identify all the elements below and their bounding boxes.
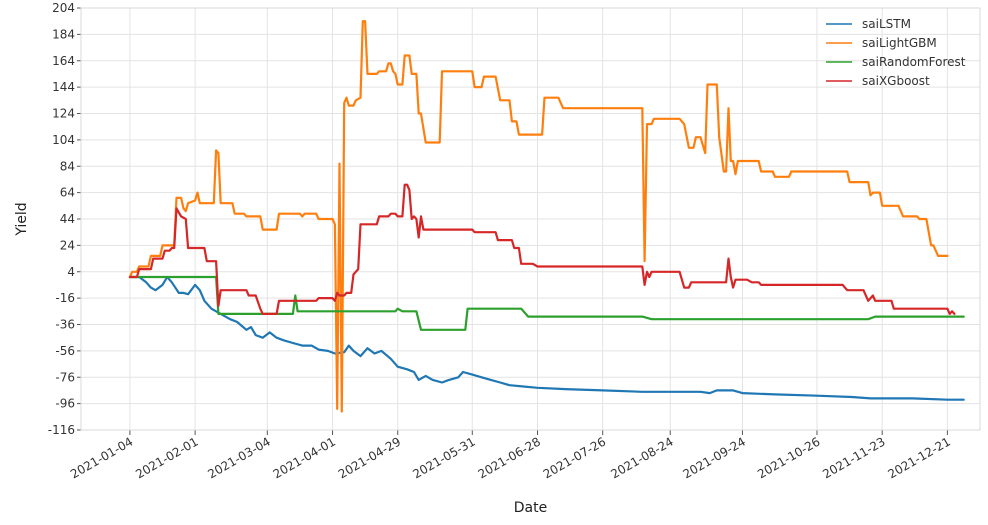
y-tick-label: -36 [55, 318, 75, 332]
y-tick-label: 84 [60, 159, 75, 173]
plot-frame [80, 7, 981, 431]
legend-entry: saiRandomForest [862, 55, 966, 69]
y-tick-label: -96 [55, 397, 75, 411]
y-axis-ticks: 204 184 164 144 124 104 84 64 44 24 4 -16 -36 -56 -76 -… [48, 1, 81, 437]
y-tick-label: 144 [52, 80, 75, 94]
y-tick-label: 64 [60, 186, 75, 200]
grid-lines [81, 7, 980, 431]
series-lines [128, 20, 965, 413]
y-tick-label: -16 [55, 291, 75, 305]
y-tick-label: 104 [52, 133, 75, 147]
y-tick-label: 24 [60, 238, 75, 252]
y-tick-label: -56 [55, 344, 75, 358]
x-axis-label: Date [514, 500, 547, 516]
series-line-saiLightGBM [128, 20, 949, 413]
series-line-saiXGboost [128, 183, 956, 315]
legend-entry: saiXGboost [862, 74, 930, 88]
y-tick-label: 204 [52, 1, 75, 15]
legend-entry: saiLSTM [862, 17, 911, 31]
y-tick-label: 184 [52, 27, 75, 41]
y-tick-label: 164 [52, 54, 75, 68]
series-line-saiLSTM [128, 275, 965, 401]
legend-entry: saiLightGBM [862, 36, 937, 50]
y-tick-label: 44 [60, 212, 75, 226]
y-tick-label: -76 [55, 370, 75, 384]
y-tick-label: 124 [52, 107, 75, 121]
y-tick-label: 4 [67, 265, 75, 279]
y-axis-label: Yield [14, 202, 30, 236]
legend: saiLSTM saiLightGBM saiRandomForest saiXGbo… [826, 17, 966, 88]
y-tick-label: -116 [48, 423, 75, 437]
